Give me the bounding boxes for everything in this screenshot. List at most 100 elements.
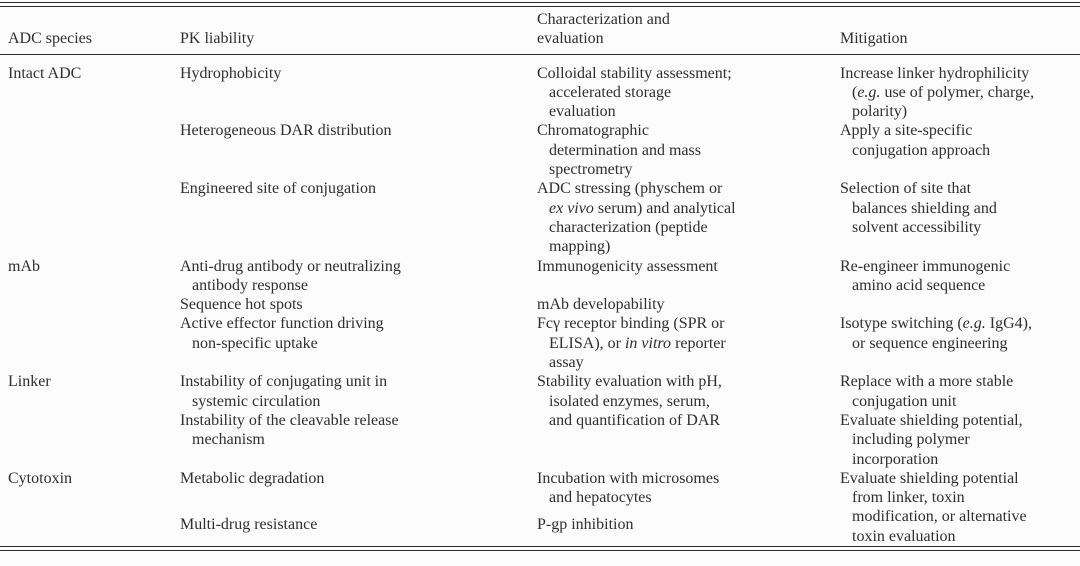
header-text-line: ADC species: [8, 30, 92, 48]
text-line: Selection of site that: [840, 180, 972, 198]
text-line: Evaluate shielding potential,: [840, 411, 1023, 429]
species-label: mAb: [8, 257, 40, 275]
characterization-cell: Incubation with microsomes and hepatocyte…: [529, 469, 832, 515]
text-line: non-specific uptake: [192, 334, 318, 352]
text-line: toxin evaluation: [852, 527, 956, 545]
text-line: mapping): [549, 238, 611, 256]
table-row: Engineered site of conjugation ADC stress…: [0, 179, 1080, 256]
text-line: Stability evaluation with pH,: [537, 373, 722, 391]
characterization-cell: Immunogenicity assessment: [529, 257, 832, 296]
text-line: polarity): [852, 103, 908, 121]
table-row: mAb Anti-drug antibody or neutralizing ant…: [0, 257, 1080, 296]
text-line: Incubation with microsomes: [537, 469, 720, 487]
text-line: Sequence hot spots: [180, 296, 303, 314]
table-row: Multi-drug resistance P-gp inhibition: [0, 515, 1080, 546]
liability-cell: Instability of the cleavable release mech…: [172, 411, 529, 469]
text-line: mechanism: [192, 431, 265, 449]
liability-cell: Multi-drug resistance: [172, 515, 529, 546]
species-label: Intact ADC: [8, 64, 82, 82]
text-line: Isotype switching (e.g. IgG4),: [840, 315, 1032, 333]
text-line: evaluation: [549, 103, 616, 121]
text-line: ELISA), or in vitro reporter: [549, 334, 726, 352]
column-header-mitigation: Mitigation: [832, 7, 1080, 55]
text-line: Re-engineer immunogenic: [840, 257, 1011, 275]
header-text-line: PK liability: [180, 30, 255, 48]
liability-cell: Heterogeneous DAR distribution: [172, 121, 529, 179]
liability-cell: Metabolic degradation: [172, 469, 529, 515]
text-line: determination and mass: [549, 141, 701, 159]
text-line: mAb developability: [537, 296, 665, 314]
column-header-characterization: Characterization and evaluation: [529, 7, 832, 55]
liability-cell: Hydrophobicity: [172, 54, 529, 121]
column-header-liability: PK liability: [172, 7, 529, 55]
text-line: systemic circulation: [192, 392, 321, 410]
text-line: and quantification of DAR: [549, 411, 721, 429]
text-line: (e.g. use of polymer, charge,: [852, 83, 1035, 101]
text-line: incorporation: [852, 450, 939, 468]
text-line: characterization (peptide: [549, 218, 708, 236]
liability-cell: Instability of conjugating unit in system…: [172, 372, 529, 411]
characterization-cell: Colloidal stability assessment; accelerat…: [529, 54, 832, 121]
characterization-cell: ADC stressing (physchem or ex vivo serum)…: [529, 179, 832, 256]
table-row: Intact ADC Hydrophobicity Colloidal stabil…: [0, 54, 1080, 121]
text-line: isolated enzymes, serum,: [549, 392, 710, 410]
mitigation-cell: Increase linker hydrophilicity (e.g. use …: [832, 54, 1080, 121]
text-line: Metabolic degradation: [180, 469, 325, 487]
mitigation-cell: Replace with a more stable conjugation un…: [832, 372, 1080, 411]
characterization-cell: Fcγ receptor binding (SPR or ELISA), or i…: [529, 314, 832, 372]
liability-cell: Sequence hot spots: [172, 295, 529, 314]
text-line: balances shielding and: [852, 199, 997, 217]
liability-cell: Anti-drug antibody or neutralizing antibo…: [172, 257, 529, 296]
header-text-line: Characterization and: [537, 11, 670, 28]
table-row: Instability of the cleavable release mech…: [0, 411, 1080, 469]
mitigation-cell: Isotype switching (e.g. IgG4), or sequenc…: [832, 314, 1080, 372]
characterization-cell: Chromatographic determination and mass spe…: [529, 121, 832, 179]
table-row: Cytotoxin Metabolic degradation Incubation…: [0, 469, 1080, 545]
species-label: Cytotoxin: [8, 469, 73, 487]
characterization-cell: mAb developability: [529, 295, 832, 314]
text-line: assay: [549, 354, 584, 372]
text-line: amino acid sequence: [852, 276, 986, 294]
table-body: Intact ADC Hydrophobicity Colloidal stabil…: [0, 54, 1080, 546]
paper-table-page: ADC species PK liability Characterization …: [0, 2, 1080, 552]
text-line: Apply a site-specific: [840, 122, 973, 140]
mitigation-cell: Selection of site that balances shielding…: [832, 179, 1080, 256]
text-line: and hepatocytes: [549, 489, 652, 507]
characterization-cell: Stability evaluation with pH, isolated en…: [529, 372, 832, 468]
table-row: Heterogeneous DAR distribution Chromatogr…: [0, 121, 1080, 179]
table-header: ADC species PK liability Characterization …: [0, 7, 1080, 55]
header-text-line: Mitigation: [840, 30, 908, 48]
header-text-line: evaluation: [537, 30, 604, 48]
table-row: Linker Instability of conjugating unit in…: [0, 372, 1080, 429]
text-line: Replace with a more stable: [840, 373, 1014, 391]
text-line: including polymer: [852, 431, 970, 449]
liability-cell: Active effector function driving non-spec…: [172, 314, 529, 372]
text-line: spectrometry: [549, 161, 633, 179]
species-cell: Cytotoxin: [0, 469, 172, 546]
text-line: Multi-drug resistance: [180, 515, 318, 533]
species-cell: Linker: [0, 372, 172, 468]
text-line: Engineered site of conjugation: [180, 180, 376, 198]
characterization-cell: P-gp inhibition: [529, 515, 832, 546]
species-label: Linker: [8, 373, 51, 391]
text-line: or sequence engineering: [852, 334, 1008, 352]
table-row: Sequence hot spots mAb developability: [0, 295, 1080, 314]
species-cell: mAb: [0, 257, 172, 373]
mitigation-cell: Evaluate shielding potential, including p…: [832, 411, 1080, 469]
mitigation-cell: Re-engineer immunogenic amino acid sequen…: [832, 257, 1080, 296]
text-line: accelerated storage: [549, 83, 672, 101]
mitigation-cell: [832, 295, 1080, 314]
text-line: Hydrophobicity: [180, 64, 282, 82]
header-row: ADC species PK liability Characterization …: [0, 7, 1080, 55]
text-line: Evaluate shielding potential: [840, 469, 1019, 487]
text-line: Heterogeneous DAR distribution: [180, 122, 392, 140]
text-line: solvent accessibility: [852, 218, 982, 236]
text-line: ex vivo serum) and analytical: [549, 199, 736, 217]
text-line: Chromatographic: [537, 122, 649, 140]
table-top-rule: [0, 2, 1080, 7]
adc-pk-liability-table: ADC species PK liability Characterization …: [0, 7, 1080, 546]
column-header-species: ADC species: [0, 7, 172, 55]
mitigation-cell: Apply a site-specific conjugation approac…: [832, 121, 1080, 179]
mitigation-cell: Evaluate shielding potential from linker,…: [832, 469, 1080, 546]
table-bottom-rule: [0, 546, 1080, 552]
